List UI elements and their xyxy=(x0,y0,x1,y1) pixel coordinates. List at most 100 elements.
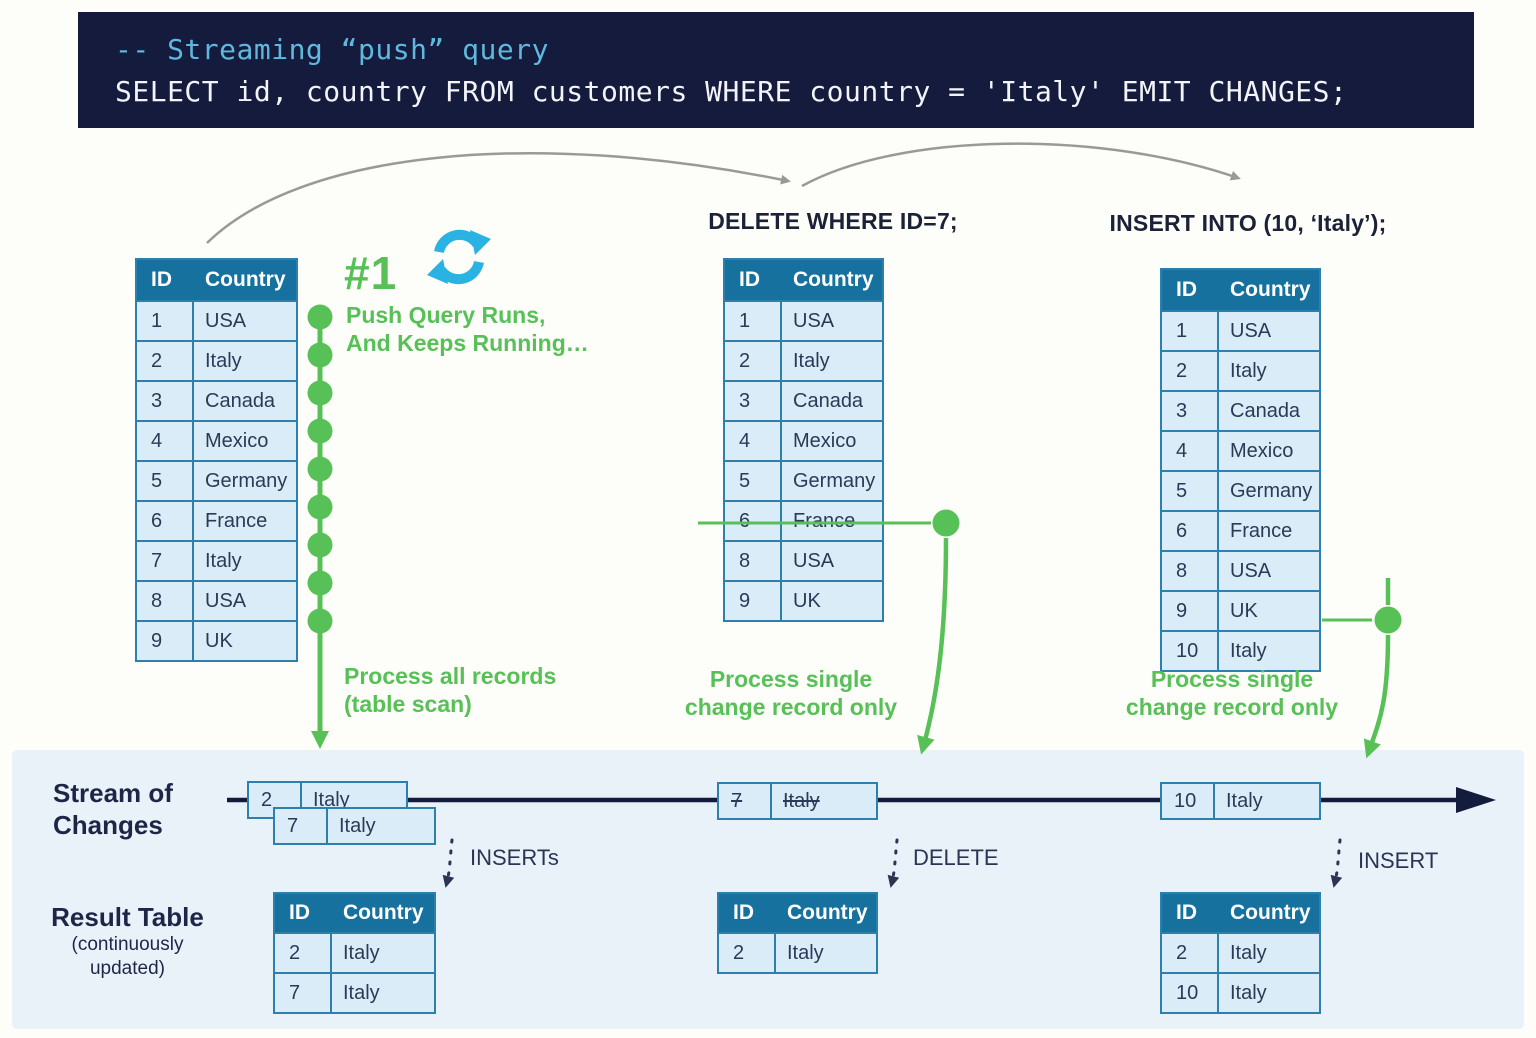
cell-id: 4 xyxy=(725,422,782,460)
result-table-after-scan: ID Country 2 Italy 7 Italy xyxy=(273,892,436,1014)
cell-id: 8 xyxy=(137,582,194,620)
table-row: 1 USA xyxy=(137,300,296,340)
table-header: ID Country xyxy=(275,894,434,932)
table-header: ID Country xyxy=(725,260,882,300)
cell-country: USA xyxy=(793,549,835,572)
cell-id: 9 xyxy=(725,582,782,620)
delete-change-arrow xyxy=(917,537,949,755)
stream-chip-insert-7: 7 Italy xyxy=(273,807,436,845)
cell-country: Germany xyxy=(205,469,288,492)
stream-of-changes-label: Stream of Changes xyxy=(53,778,173,840)
table-row: 4 Mexico xyxy=(725,420,882,460)
inserts-label: INSERTs xyxy=(470,845,559,870)
cell-country: USA xyxy=(793,309,835,332)
table-header: ID Country xyxy=(137,260,296,300)
cell-id: 2 xyxy=(1162,934,1219,972)
cell-country: UK xyxy=(1230,599,1258,622)
cell-country: Italy xyxy=(1230,941,1267,964)
cell-country: France xyxy=(205,509,268,532)
source-table-initial: ID Country 1 USA 2 Italy 3 Canada 4 Mexico 5 Germ… xyxy=(135,258,298,662)
cell-country: USA xyxy=(1230,559,1272,582)
table-row: 5 Germany xyxy=(725,460,882,500)
table-row: 2 Italy xyxy=(1162,350,1319,390)
push-query-annotation: Push Query Runs, And Keeps Running… xyxy=(346,302,589,356)
result-table-sublabel: (continuously updated) xyxy=(71,934,184,979)
step-number: #1 xyxy=(344,247,398,299)
query-to-insert-arc xyxy=(801,142,1241,188)
cell-id: 3 xyxy=(137,382,194,420)
table-row: 4 Mexico xyxy=(137,420,296,460)
cell-country: Italy xyxy=(1230,359,1267,382)
table-body: 2 Italy xyxy=(719,932,876,972)
table-row: 10 Italy xyxy=(1162,972,1319,1012)
source-table-after-insert: ID Country 1 USA 2 Italy 3 Canada 4 Mexico 5 Germ… xyxy=(1160,268,1321,672)
cell-id: 4 xyxy=(1162,432,1219,470)
cell-country: France xyxy=(793,509,856,532)
cell-country: USA xyxy=(205,309,247,332)
cell-country: UK xyxy=(793,589,821,612)
cell-country: Mexico xyxy=(1230,439,1294,462)
sql-code-block: -- Streaming “push” query SELECT id, cou… xyxy=(78,12,1474,128)
cell-country: France xyxy=(1230,519,1293,542)
table-row: 4 Mexico xyxy=(1162,430,1319,470)
cell-country: Italy xyxy=(787,941,824,964)
table-row: 2 Italy xyxy=(137,340,296,380)
sql-query: SELECT id, country FROM customers WHERE … xyxy=(115,75,1348,108)
cell-country: Italy xyxy=(343,941,380,964)
table-row: 9 UK xyxy=(725,580,882,620)
cell-id: 7 xyxy=(137,542,194,580)
cell-id: 1 xyxy=(137,302,194,340)
table-row: 1 USA xyxy=(1162,310,1319,350)
table-row: 6 France xyxy=(137,500,296,540)
cell-id: 6 xyxy=(137,502,194,540)
table-row: 2 Italy xyxy=(719,932,876,972)
process-single-annotation-insert: Process single change record only xyxy=(1125,666,1339,720)
cell-id: 8 xyxy=(1162,552,1219,590)
col-header-country: Country xyxy=(205,268,286,291)
table-row: 6 France xyxy=(725,500,882,540)
table-body: 2 Italy 7 Italy xyxy=(275,932,434,1012)
cell-id: 6 xyxy=(1162,512,1219,550)
stream-chip-insert-10: 10 Italy xyxy=(1160,782,1321,820)
table-header: ID Country xyxy=(1162,894,1319,932)
delete-event-title: DELETE WHERE ID=7; xyxy=(708,208,958,234)
table-row: 5 Germany xyxy=(1162,470,1319,510)
table-row: 8 USA xyxy=(725,540,882,580)
table-row: 8 USA xyxy=(1162,550,1319,590)
process-all-annotation: Process all records (table scan) xyxy=(344,663,557,717)
insert-event-title: INSERT INTO (10, ‘Italy’); xyxy=(1109,210,1387,236)
cell-country: USA xyxy=(1230,319,1272,342)
cell-country: Canada xyxy=(205,389,276,412)
table-row: 2 Italy xyxy=(725,340,882,380)
table-body: 1 USA 2 Italy 3 Canada 4 Mexico 5 Germany 6 France 8… xyxy=(1162,310,1319,670)
cell-id: 10 xyxy=(1162,974,1219,1012)
cell-id: 2 xyxy=(1162,352,1219,390)
cell-id: 2 xyxy=(719,934,776,972)
table-row: 9 UK xyxy=(137,620,296,660)
cell-id: 1 xyxy=(1162,312,1219,350)
cell-id: 7 xyxy=(275,974,332,1012)
cell-country: Italy xyxy=(205,549,242,572)
cell-id: 10 xyxy=(1162,632,1219,670)
table-body: 1 USA 2 Italy 3 Canada 4 Mexico 5 Germany 6 France 8… xyxy=(725,300,882,620)
table-row: 3 Canada xyxy=(137,380,296,420)
result-table-after-delete: ID Country 2 Italy xyxy=(717,892,878,974)
cell-country: Germany xyxy=(793,469,876,492)
table-row: 3 Canada xyxy=(725,380,882,420)
cell-country: Italy xyxy=(343,981,380,1004)
cell-id: 2 xyxy=(137,342,194,380)
cell-id: 6 xyxy=(725,502,782,540)
table-row: 10 Italy xyxy=(1162,630,1319,670)
table-row: 1 USA xyxy=(725,300,882,340)
delete-label: DELETE xyxy=(913,845,999,870)
cell-id: 5 xyxy=(137,462,194,500)
cell-id: 4 xyxy=(137,422,194,460)
table-scan-dots xyxy=(307,304,333,634)
cell-country: Canada xyxy=(793,389,864,412)
col-header-id: ID xyxy=(151,268,172,291)
cell-country: Mexico xyxy=(793,429,857,452)
refresh-icon xyxy=(426,224,492,290)
table-row: 9 UK xyxy=(1162,590,1319,630)
cell-country: Italy xyxy=(1230,639,1267,662)
